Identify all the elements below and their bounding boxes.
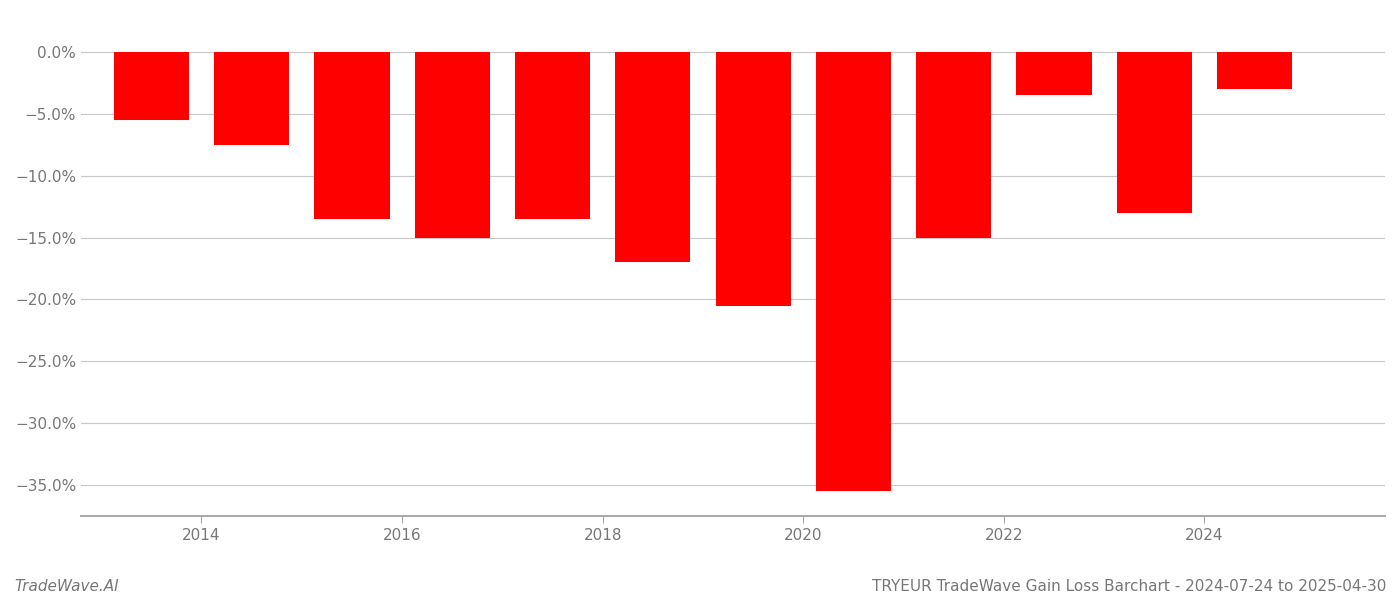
Bar [816, 52, 890, 491]
Text: TradeWave.AI: TradeWave.AI [14, 579, 119, 594]
Bar [515, 52, 591, 219]
Bar [1117, 52, 1191, 213]
Bar [214, 52, 290, 145]
Text: TRYEUR TradeWave Gain Loss Barchart - 2024-07-24 to 2025-04-30: TRYEUR TradeWave Gain Loss Barchart - 20… [872, 579, 1386, 594]
Bar [315, 52, 389, 219]
Bar [715, 52, 791, 305]
Bar [113, 52, 189, 120]
Bar [1217, 52, 1292, 89]
Bar [615, 52, 690, 262]
Bar [1016, 52, 1092, 95]
Bar [414, 52, 490, 238]
Bar [916, 52, 991, 238]
